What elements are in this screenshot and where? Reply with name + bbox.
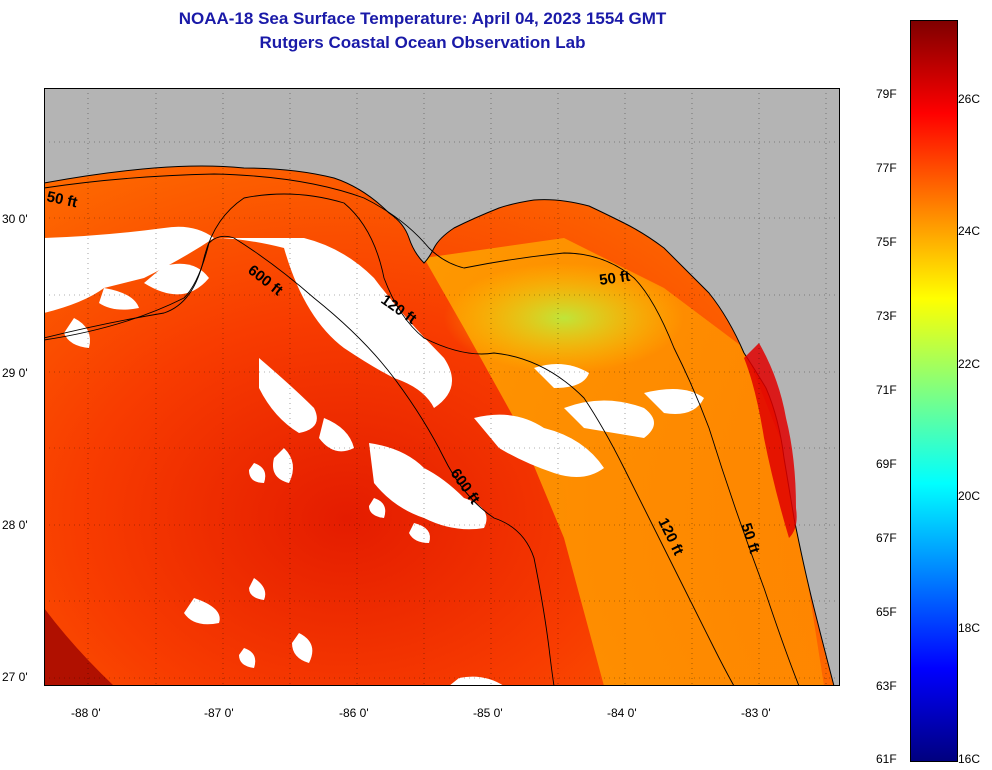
colorbar-c-label: 26C bbox=[958, 92, 981, 107]
coastal-warm-strip bbox=[744, 343, 797, 538]
lat-label-30: 30 0' bbox=[2, 212, 28, 226]
cloud-cover bbox=[44, 226, 704, 686]
lon-label-88: -88 0' bbox=[71, 706, 101, 720]
lat-label-28: 28 0' bbox=[2, 518, 28, 532]
colorbar-f-label: 73F bbox=[876, 309, 897, 323]
sst-map: 50 ft 600 ft 120 ft 50 ft 600 ft 120 ft … bbox=[44, 88, 840, 686]
contour-label-50-west: 50 ft bbox=[45, 188, 79, 211]
land bbox=[44, 88, 840, 686]
lon-label-87: -87 0' bbox=[204, 706, 234, 720]
colorbar-f-label: 69F bbox=[876, 457, 897, 471]
map-title: NOAA-18 Sea Surface Temperature: April 0… bbox=[178, 9, 667, 28]
colorbar-c-label: 24C bbox=[958, 224, 981, 239]
lon-label-85: -85 0' bbox=[473, 706, 503, 720]
map-subtitle: Rutgers Coastal Ocean Observation Lab bbox=[259, 33, 586, 52]
colorbar-f-label: 79F bbox=[876, 87, 897, 101]
colorbar-c-label: 20C bbox=[958, 488, 981, 503]
contour-50ft bbox=[44, 173, 800, 686]
colorbar-f-label: 75F bbox=[876, 235, 897, 249]
colorbar-f-label: 61F bbox=[876, 752, 897, 766]
colorbar-f-label: 65F bbox=[876, 605, 897, 619]
contour-600ft bbox=[44, 235, 555, 686]
contour-label-50-east: 50 ft bbox=[598, 268, 631, 289]
colorbar-f-label: 63F bbox=[876, 679, 897, 693]
lat-label-27: 27 0' bbox=[2, 670, 28, 684]
colorbar-c-label: 18C bbox=[958, 620, 981, 635]
depth-contours bbox=[44, 173, 800, 686]
colorbar-c-label: 22C bbox=[958, 356, 981, 371]
colorbar-f-label: 67F bbox=[876, 531, 897, 545]
lat-label-29: 29 0' bbox=[2, 366, 28, 380]
colorbar-c-label: 16C bbox=[958, 752, 981, 766]
map-frame bbox=[44, 88, 840, 686]
cool-water-patch bbox=[444, 263, 684, 373]
colorbar-f-label: 77F bbox=[876, 161, 897, 175]
colorbar-f-label: 71F bbox=[876, 383, 897, 397]
lon-label-86: -86 0' bbox=[339, 706, 369, 720]
warm-corner bbox=[44, 608, 114, 686]
lon-label-84: -84 0' bbox=[607, 706, 637, 720]
lon-label-83: -83 0' bbox=[741, 706, 771, 720]
temperature-colorbar bbox=[910, 20, 958, 762]
contour-120ft bbox=[44, 193, 735, 686]
